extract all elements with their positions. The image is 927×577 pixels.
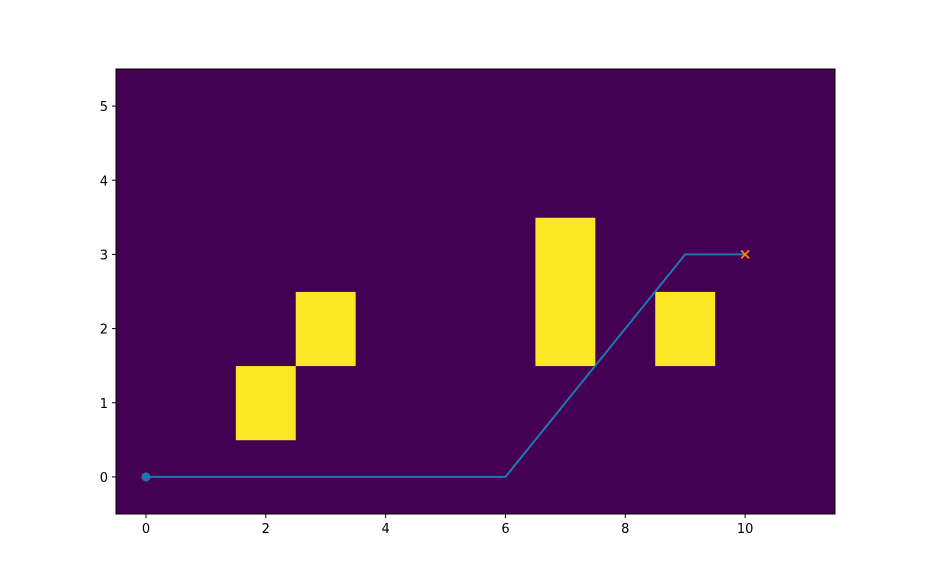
path-line (145, 253, 746, 478)
cell (235, 365, 297, 441)
cell (595, 143, 656, 218)
cell (175, 291, 237, 367)
x-tick-label: 0 (142, 522, 150, 537)
cell (475, 69, 536, 144)
cell (535, 69, 596, 144)
cell (655, 365, 716, 441)
cell (775, 143, 836, 218)
cell (175, 143, 237, 218)
cell (595, 365, 656, 441)
cell (355, 365, 416, 441)
cell (475, 365, 536, 441)
cell (535, 439, 596, 515)
goal-marker (740, 249, 750, 260)
cell (535, 217, 596, 292)
cell (655, 69, 716, 144)
cell (595, 217, 656, 292)
cell (415, 143, 476, 218)
cell (235, 69, 297, 144)
cell (295, 143, 357, 218)
cell (175, 365, 237, 441)
cell (355, 217, 416, 292)
cell (355, 291, 416, 367)
cell (475, 143, 536, 218)
x-tick-label: 2 (262, 522, 270, 537)
x-tick-label: 4 (381, 522, 389, 537)
cell (775, 291, 836, 367)
cell (595, 69, 656, 144)
cell (415, 217, 476, 292)
axes-frame (115, 68, 836, 515)
cell (295, 291, 357, 367)
cell (355, 143, 416, 218)
cell (775, 365, 836, 441)
cell (715, 439, 776, 515)
cell (475, 291, 536, 367)
cell (175, 217, 237, 292)
x-tick-label: 8 (621, 522, 629, 537)
cell (116, 291, 177, 367)
x-tick-label: 10 (737, 522, 754, 537)
y-tick-label: 5 (100, 100, 108, 115)
cell (655, 439, 716, 515)
cell (655, 291, 716, 367)
cell (415, 69, 476, 144)
cell (535, 143, 596, 218)
y-tick-label: 1 (100, 397, 108, 412)
y-tick-label: 4 (100, 174, 108, 189)
cell (355, 69, 416, 144)
cell (715, 365, 776, 441)
cell (295, 217, 357, 292)
cell (175, 69, 237, 144)
y-tick-label: 0 (100, 471, 108, 486)
cell (715, 291, 776, 367)
cell (295, 69, 357, 144)
start-marker (141, 472, 151, 482)
cell (235, 217, 297, 292)
x-tick-label: 6 (501, 522, 509, 537)
cell (235, 143, 297, 218)
cell (775, 439, 836, 515)
cell (295, 365, 357, 441)
cell (475, 217, 536, 292)
cell (775, 69, 836, 144)
cell (595, 439, 656, 515)
cell (715, 143, 776, 218)
cell (415, 365, 476, 441)
cell (535, 291, 596, 367)
cell (415, 291, 476, 367)
cell (116, 143, 177, 218)
cell (715, 69, 776, 144)
y-tick-label: 3 (100, 248, 108, 263)
cell (116, 365, 177, 441)
y-tick-label: 2 (100, 323, 108, 338)
cell (235, 291, 297, 367)
cell (116, 217, 177, 292)
cell (116, 69, 177, 144)
cell (775, 217, 836, 292)
cell (655, 143, 716, 218)
